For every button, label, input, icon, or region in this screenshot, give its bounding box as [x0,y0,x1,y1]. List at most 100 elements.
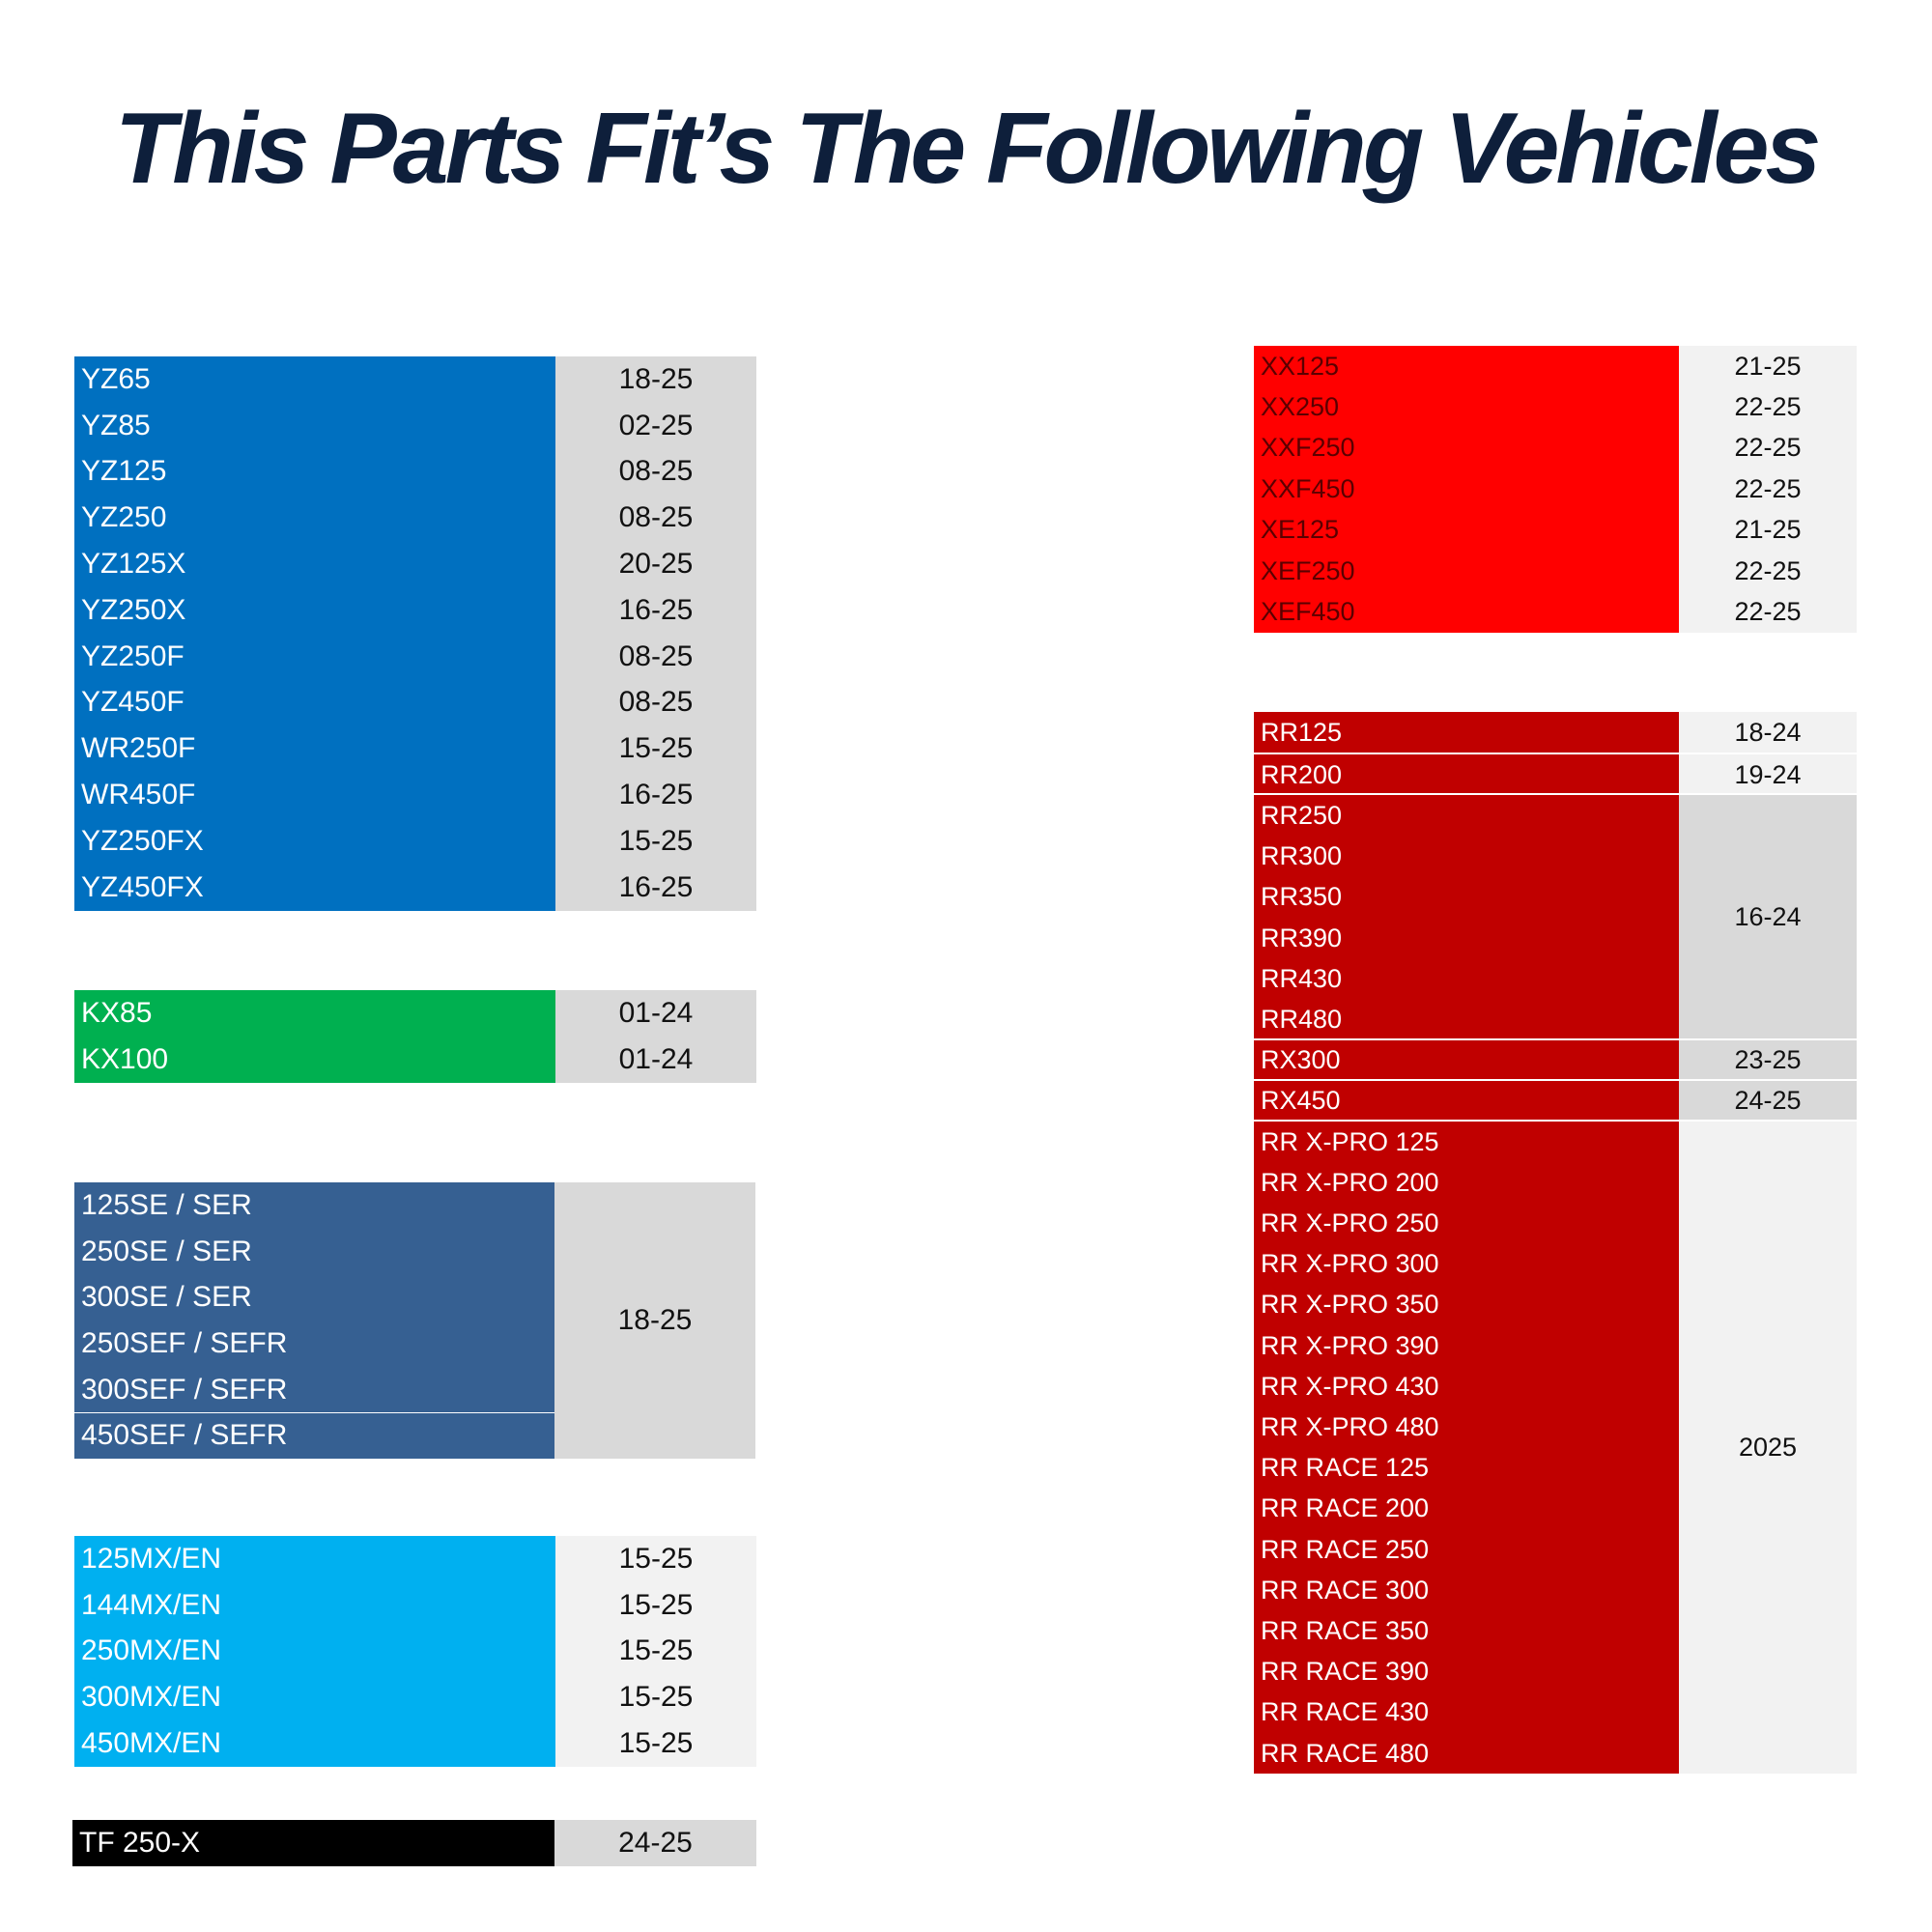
row-group: YZ65 18-25 [74,356,756,403]
fitment-table: TF 250-X 24-25 [72,1820,756,1866]
years-cell: 22-25 [1679,591,1857,633]
row-group: 125MX/EN 15-25 [74,1536,756,1582]
model-cell: YZ65 [74,356,555,403]
model-cell: YZ450FX [74,864,555,911]
years-cell: 23-25 [1679,1039,1857,1081]
years-cell: 20-25 [555,541,756,587]
model-cell: YZ250 [74,495,555,542]
model-cell: 144MX/EN [74,1581,555,1629]
row-group: RX300 23-25 [1254,1037,1857,1081]
model-cell: RR RACE 200 [1254,1488,1679,1529]
years-cell: 2025 [1679,1122,1857,1775]
fitment-table: 125SE / SER 250SE / SER 300SE / SER 250SEF … [74,1182,755,1460]
model-cell: RR RACE 390 [1254,1651,1679,1692]
row-group: XX125 21-25 [1254,346,1857,387]
years-cell: 08-25 [555,448,756,496]
model-cell: YZ85 [74,402,555,449]
years-cell: 21-25 [1679,346,1857,387]
fitment-table: KX85 01-24 KX100 01-24 [74,990,756,1083]
row-group: KX85 01-24 [74,990,756,1037]
model-cell: 300MX/EN [74,1674,555,1721]
years-cell: 24-25 [554,1820,756,1866]
model-cell: XX250 [1254,386,1679,428]
row-group: RX450 24-25 [1254,1078,1857,1122]
row-group: XX250 22-25 [1254,386,1857,428]
model-cell: RR X-PRO 350 [1254,1284,1679,1325]
row-group: 300MX/EN 15-25 [74,1674,756,1721]
model-cell: YZ250X [74,587,555,634]
model-cell: RR390 [1254,917,1679,959]
row-group: RR200 19-24 [1254,753,1857,796]
row-group: 125SE / SER 250SE / SER 300SE / SER 250SEF … [74,1182,755,1460]
model-cell: XEF450 [1254,591,1679,633]
model-cell: 250SE / SER [74,1228,554,1275]
model-cell: WR250F [74,725,555,773]
model-cell: KX85 [74,990,555,1037]
model-cell: RR300 [1254,836,1679,877]
row-group: YZ250 08-25 [74,495,756,542]
model-cell: RR X-PRO 200 [1254,1162,1679,1204]
model-cell: RR350 [1254,876,1679,918]
fitment-table: 125MX/EN 15-25 144MX/EN 15-25 250MX/EN 15-25 3… [74,1536,756,1767]
years-cell: 15-25 [555,1536,756,1582]
row-group: RR X-PRO 125 RR X-PRO 200 RR X-PRO 250 RR X… [1254,1120,1857,1775]
row-group: XEF250 22-25 [1254,551,1857,592]
model-cell: RR480 [1254,999,1679,1040]
years-cell: 18-25 [555,356,756,403]
model-cell: XE125 [1254,509,1679,551]
model-cell: 300SE / SER [74,1274,554,1321]
years-cell: 22-25 [1679,386,1857,428]
years-cell: 16-25 [555,864,756,911]
years-cell: 18-25 [554,1182,755,1460]
row-group: YZ250X 16-25 [74,587,756,634]
row-group: RR250 RR300 RR350 RR390 RR430 RR480 16-24 [1254,793,1857,1040]
model-cell: KX100 [74,1036,555,1083]
row-group: XXF250 22-25 [1254,427,1857,469]
years-cell: 15-25 [555,818,756,865]
model-cell: 125SE / SER [74,1182,554,1229]
row-group: RR125 18-24 [1254,712,1857,753]
years-cell: 15-25 [555,1628,756,1675]
row-group: YZ450FX 16-25 [74,864,756,911]
years-cell: 21-25 [1679,509,1857,551]
model-cell: RR X-PRO 390 [1254,1325,1679,1367]
model-cell: RR430 [1254,958,1679,1000]
model-cell: 125MX/EN [74,1536,555,1582]
model-cell: RX300 [1254,1039,1679,1081]
years-cell: 08-25 [555,495,756,542]
model-cell: RR X-PRO 430 [1254,1366,1679,1407]
model-cell: RX450 [1254,1080,1679,1122]
model-cell: RR RACE 430 [1254,1691,1679,1733]
years-cell: 15-25 [555,1581,756,1629]
model-cell: 300SEF / SEFR [74,1366,554,1413]
row-group: 250MX/EN 15-25 [74,1628,756,1675]
fitment-table: YZ65 18-25 YZ85 02-25 YZ125 08-25 YZ250 08-25 YZ… [74,356,756,911]
model-cell: 450MX/EN [74,1720,555,1767]
fitment-table: RR125 18-24 RR200 19-24 RR250 RR300 RR350 RR390… [1254,712,1857,1775]
model-cell: RR RACE 480 [1254,1733,1679,1775]
row-group: XEF450 22-25 [1254,591,1857,633]
model-cell: RR RACE 125 [1254,1447,1679,1489]
model-cell: RR125 [1254,712,1679,753]
model-cell: WR450F [74,772,555,818]
model-cell: XXF250 [1254,427,1679,469]
row-group: YZ85 02-25 [74,402,756,449]
row-group: YZ250FX 15-25 [74,818,756,865]
model-cell: YZ250F [74,633,555,680]
years-cell: 08-25 [555,679,756,726]
years-cell: 01-24 [555,1036,756,1083]
model-cell: RR200 [1254,754,1679,796]
row-group: KX100 01-24 [74,1036,756,1083]
years-cell: 19-24 [1679,754,1857,796]
model-cell: XXF450 [1254,469,1679,510]
years-cell: 15-25 [555,725,756,773]
years-cell: 16-24 [1679,795,1857,1040]
row-group: XE125 21-25 [1254,509,1857,551]
model-cell: 450SEF / SEFR [74,1412,554,1460]
model-cell: RR RACE 250 [1254,1529,1679,1571]
years-cell: 01-24 [555,990,756,1037]
row-group: WR250F 15-25 [74,725,756,773]
model-cell: RR RACE 300 [1254,1570,1679,1611]
model-cell: YZ450F [74,679,555,726]
